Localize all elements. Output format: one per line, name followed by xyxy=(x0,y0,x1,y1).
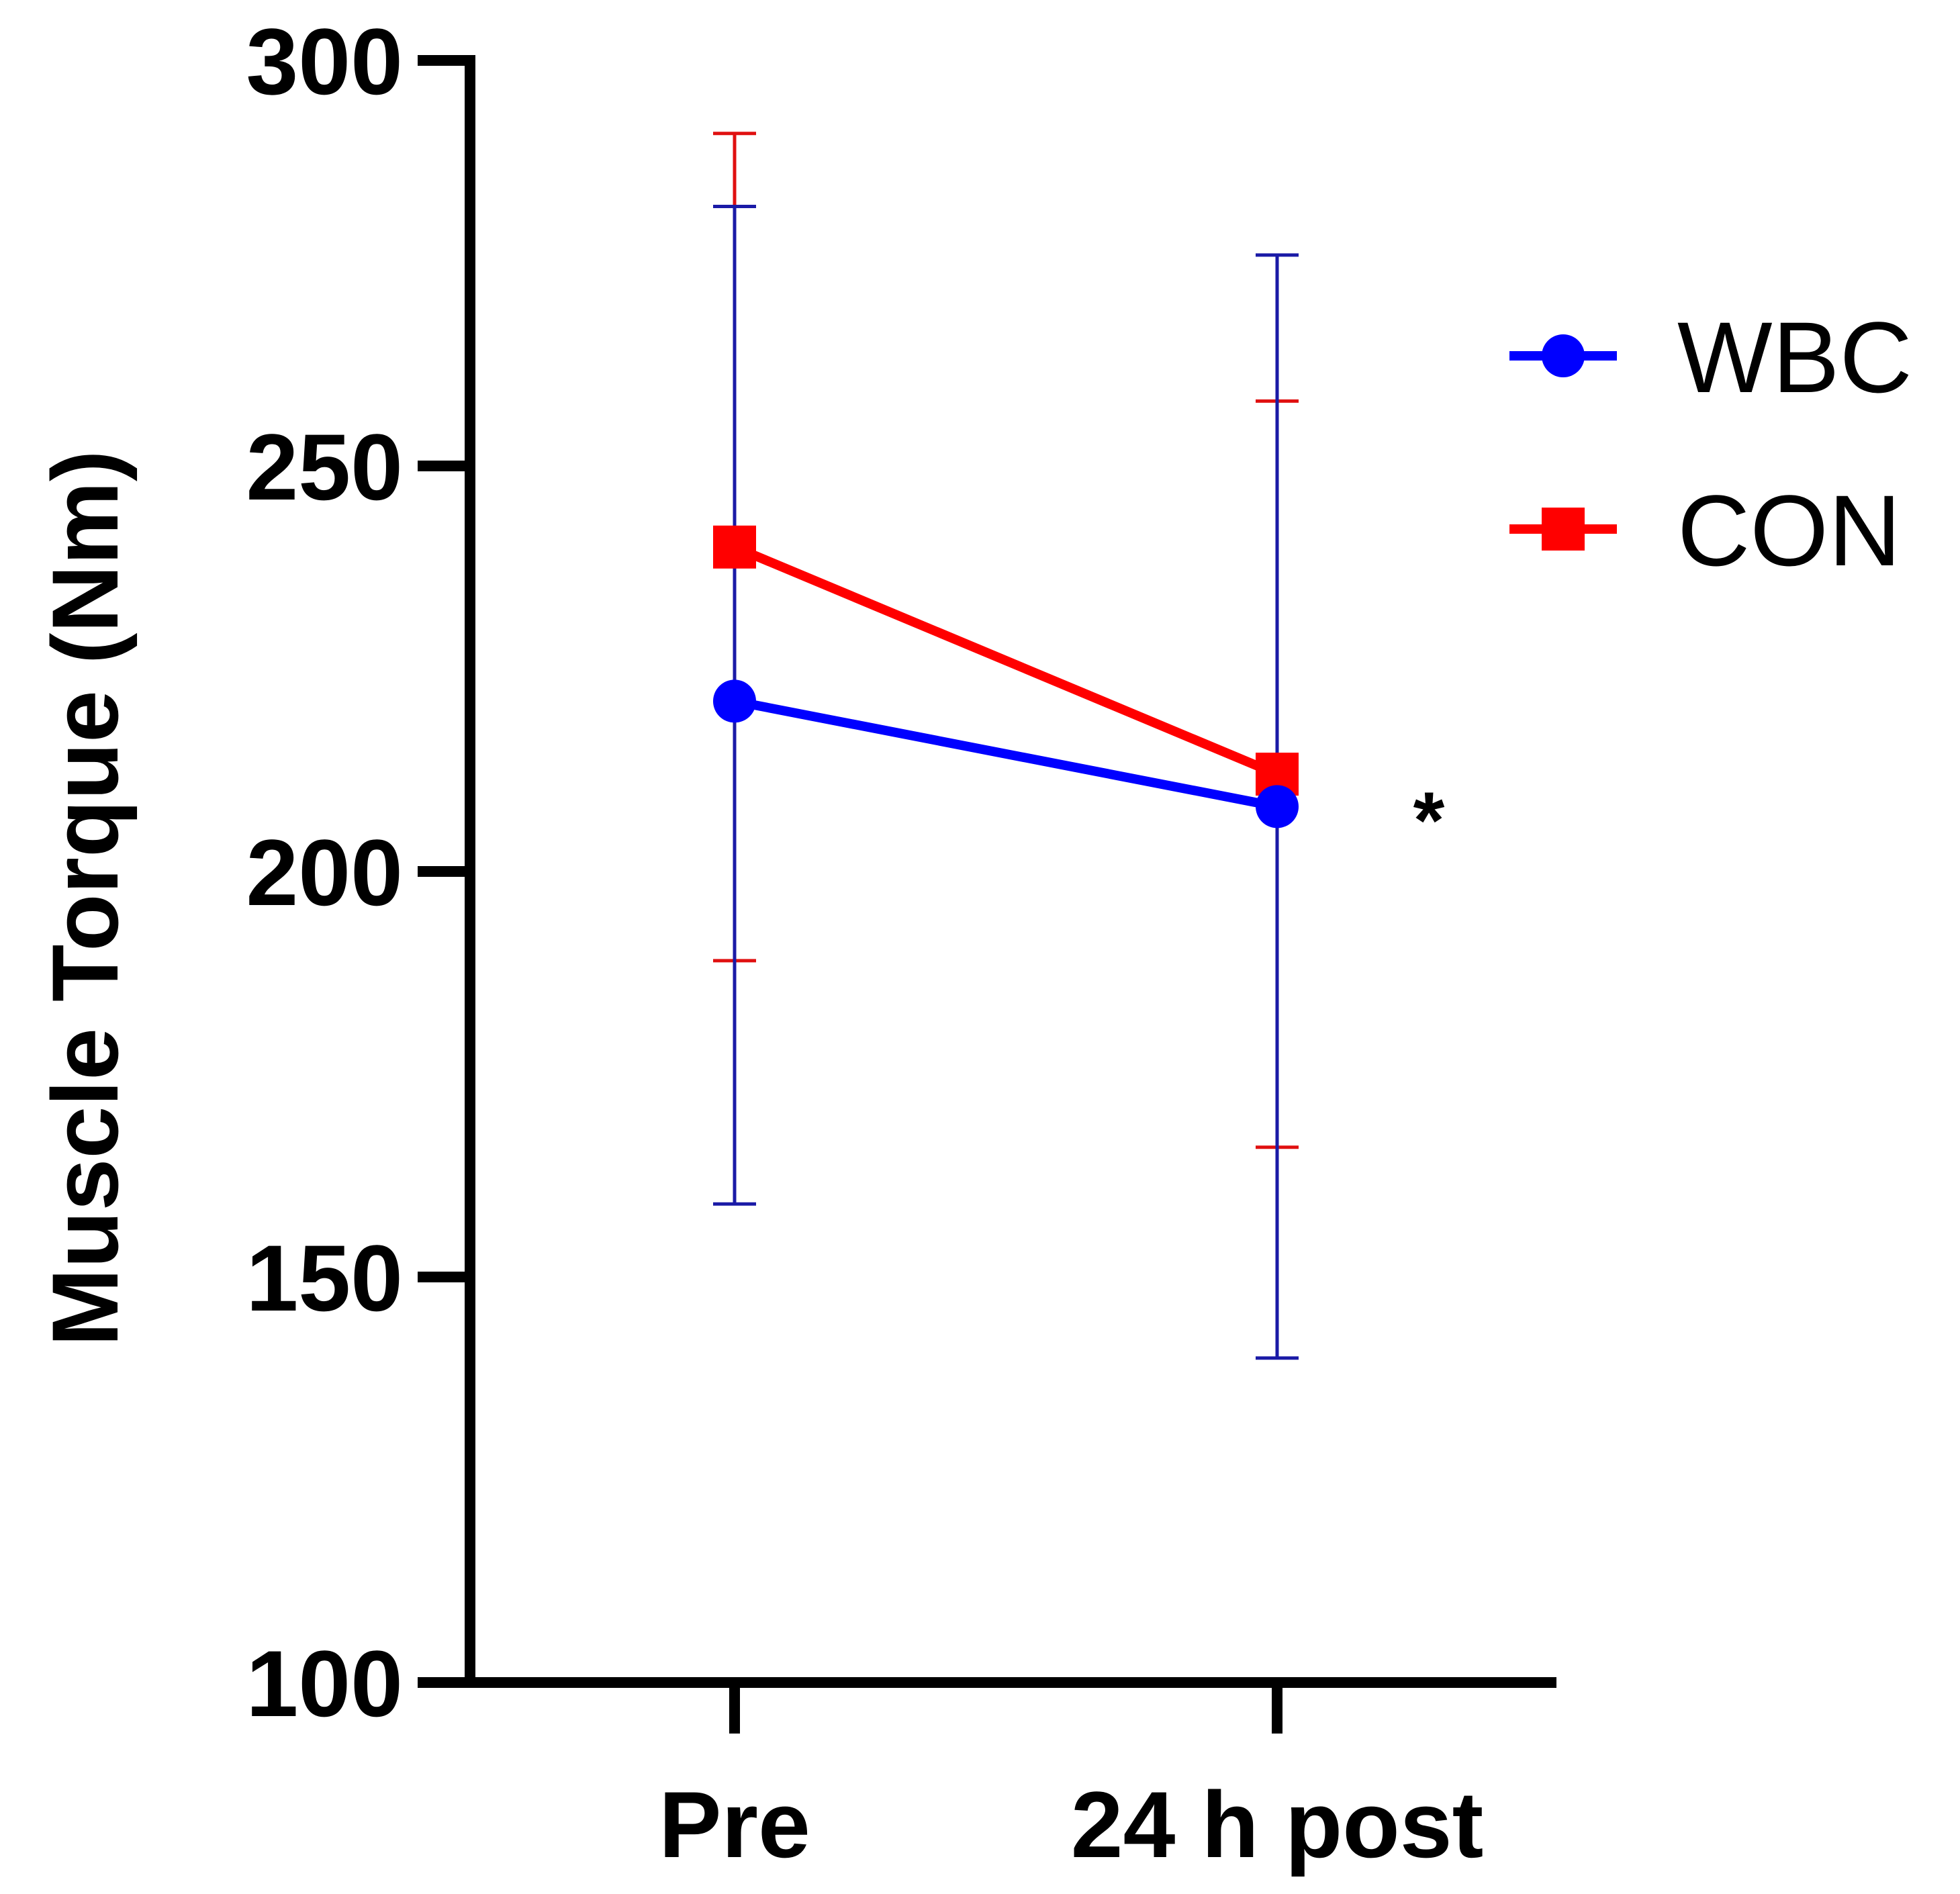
y-tick-label-200: 200 xyxy=(246,820,403,925)
y-tick-label-300: 300 xyxy=(246,9,403,114)
x-tick-label-0: Pre xyxy=(659,1772,810,1877)
legend-wbc-marker xyxy=(1542,334,1585,377)
legend-wbc-label: WBC xyxy=(1677,301,1912,414)
legend: WBC CON xyxy=(1509,301,1912,587)
con-point-0 xyxy=(713,525,756,569)
con-line xyxy=(733,542,1279,779)
x-ticks: Pre 24 h post xyxy=(659,1683,1483,1877)
legend-con-marker xyxy=(1542,508,1585,551)
y-ticks: 100 150 200 250 300 xyxy=(246,9,470,1736)
series-lines xyxy=(733,542,1279,812)
y-tick-label-250: 250 xyxy=(246,414,403,520)
y-tick-label-100: 100 xyxy=(246,1631,403,1736)
y-axis-title: Muscle Torque (Nm) xyxy=(32,450,138,1346)
wbc-line xyxy=(733,696,1278,812)
legend-con-label: CON xyxy=(1677,474,1901,587)
y-tick-label-150: 150 xyxy=(246,1225,403,1331)
wbc-point-0 xyxy=(713,679,756,723)
x-tick-label-1: 24 h post xyxy=(1071,1772,1484,1877)
significance-asterisk: * xyxy=(1413,775,1445,865)
series-markers xyxy=(713,525,1299,828)
wbc-point-1 xyxy=(1256,785,1299,828)
